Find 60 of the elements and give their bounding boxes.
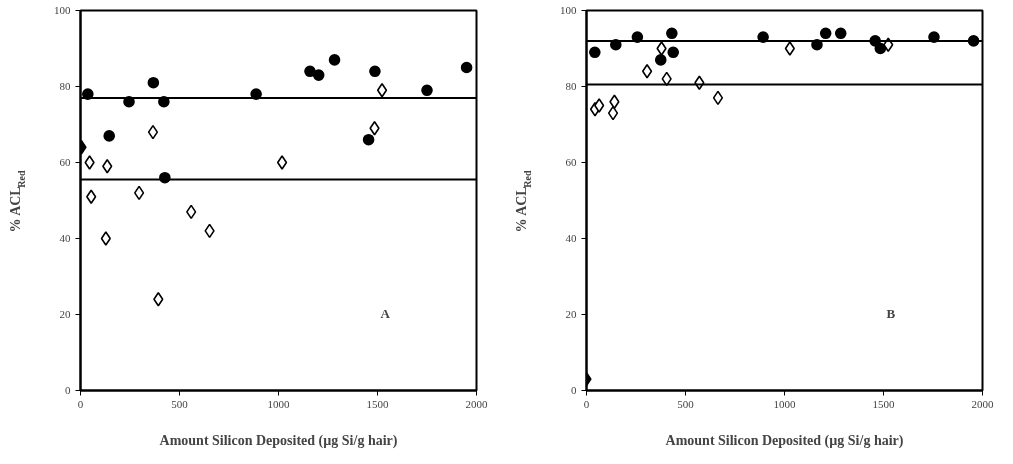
point — [654, 54, 667, 66]
point — [607, 105, 619, 121]
x-tick-label: 1000 — [773, 397, 796, 410]
annotation: B — [886, 305, 896, 321]
x-tick-label: 2000 — [465, 397, 488, 410]
point — [100, 231, 111, 246]
y-axis-title: % ACLRed — [7, 170, 27, 233]
y-tick-label: 60 — [59, 156, 71, 168]
y-tick-label: 80 — [565, 80, 577, 92]
y-tick-label: 40 — [565, 232, 577, 244]
point — [362, 133, 375, 146]
point — [834, 27, 847, 40]
x-tick-label: 1500 — [366, 397, 389, 410]
point — [667, 46, 680, 59]
x-tick-label: 500 — [171, 397, 189, 410]
x-tick-label: 2000 — [971, 397, 994, 410]
annotation: A — [380, 305, 391, 321]
y-tick-label: 20 — [59, 308, 71, 320]
x-tick-label: 1000 — [267, 397, 290, 410]
y-tick-label: 100 — [54, 4, 71, 16]
point — [641, 64, 653, 79]
point — [369, 65, 381, 78]
x-tick-label: 500 — [677, 397, 695, 410]
point — [874, 42, 887, 55]
point — [656, 41, 667, 56]
point — [594, 98, 605, 113]
point — [589, 46, 601, 59]
point — [147, 124, 159, 140]
x-axis-title: Amount Silicon Deposited (µg Si/g hair) — [665, 432, 904, 449]
point — [133, 185, 145, 201]
point — [712, 90, 724, 106]
point — [84, 155, 95, 170]
y-tick-label: 20 — [565, 308, 577, 320]
y-tick-label: 60 — [565, 156, 577, 168]
point — [369, 121, 380, 136]
point — [421, 84, 433, 97]
y-tick-label: 0 — [571, 384, 577, 396]
point — [86, 189, 97, 204]
point — [460, 61, 473, 74]
point — [103, 130, 116, 142]
y-tick-label: 40 — [59, 232, 71, 244]
x-axis-title: Amount Silicon Deposited (µg Si/g hair) — [159, 432, 398, 449]
y-tick-label: 0 — [65, 384, 71, 396]
point — [666, 27, 678, 40]
y-tick-label: 80 — [59, 80, 71, 92]
x-tick-label: 0 — [583, 397, 590, 410]
point — [328, 54, 341, 66]
point — [819, 27, 832, 40]
x-tick-label: 0 — [77, 397, 84, 410]
x-tick-label: 1500 — [872, 397, 895, 410]
point — [147, 76, 160, 89]
point — [153, 292, 164, 307]
point — [376, 83, 388, 98]
point — [102, 159, 113, 174]
point — [784, 41, 795, 56]
y-tick-label: 100 — [560, 4, 577, 16]
point — [276, 155, 288, 170]
y-axis-title: % ACLRed — [513, 170, 533, 233]
point — [312, 69, 325, 81]
point — [609, 94, 620, 109]
